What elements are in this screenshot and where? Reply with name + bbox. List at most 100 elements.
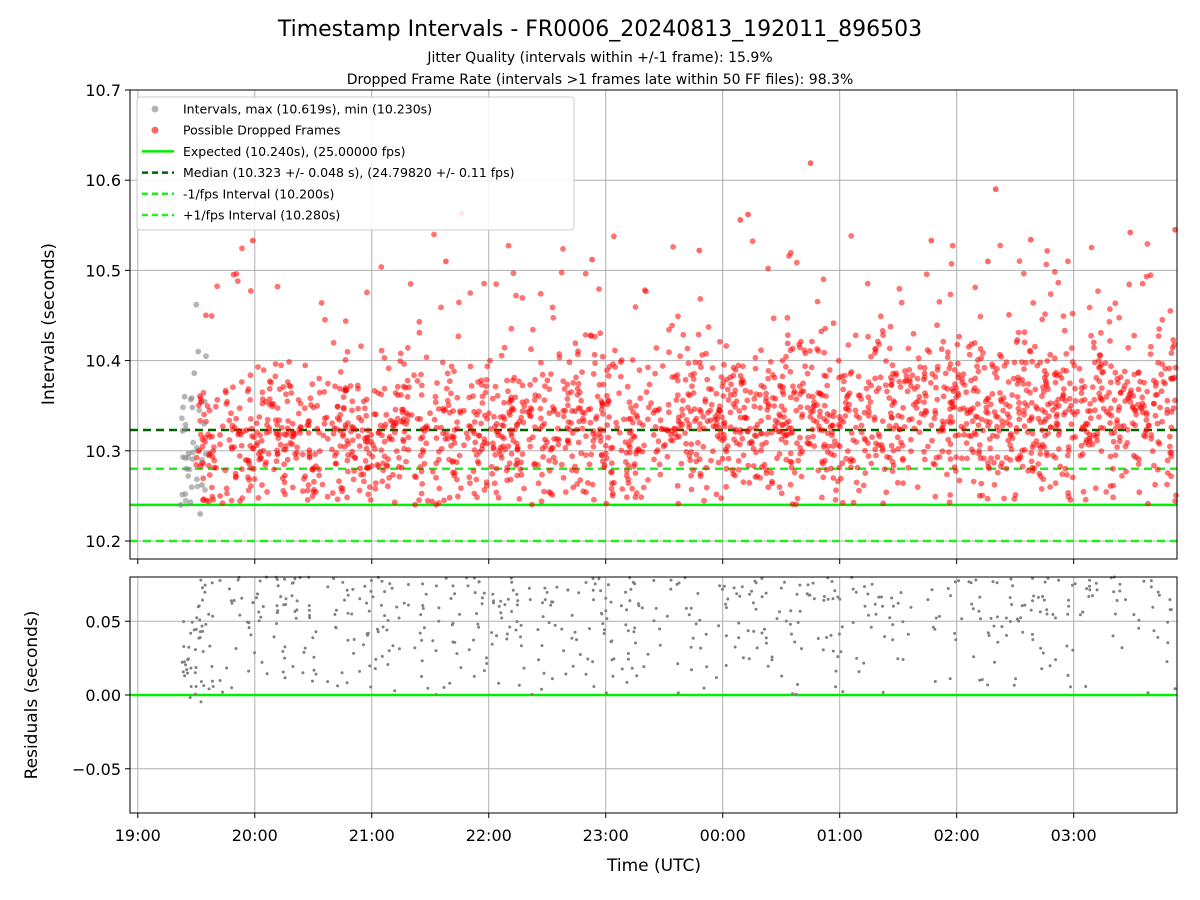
dropped-frame-point [440,430,446,437]
dropped-frame-point [1142,428,1149,435]
dropped-frame-point [749,440,755,447]
dropped-frame-point [245,487,252,494]
dropped-frame-point [659,363,666,369]
dropped-frame-point [898,414,905,420]
residual-point [312,668,316,672]
dropped-frame-point [858,429,865,436]
dropped-frame-point [1106,318,1113,325]
dropped-frame-point [609,480,615,487]
residual-point [1091,594,1094,598]
residual-point [822,598,826,602]
dropped-frame-point [608,485,615,492]
dropped-frame-point [381,355,388,361]
dropped-frame-point [470,468,477,475]
residual-point [789,609,793,613]
residual-point [395,605,399,609]
dropped-frame-point [487,357,493,364]
dropped-frame-point [349,448,356,455]
dropped-frame-point [894,479,901,486]
dropped-frame-point [599,353,606,360]
dropped-frame-point [626,399,633,406]
chart-subtitle-jitter: Jitter Quality (intervals within +/-1 fr… [426,50,772,66]
dropped-frame-point [299,451,306,458]
residual-point [896,657,900,661]
dropped-frame-point [334,496,341,503]
dropped-frame-point [230,271,237,278]
residual-point [633,626,637,630]
dropped-frame-point [821,416,827,422]
dropped-frame-point [283,391,289,398]
dropped-frame-point [925,443,931,450]
dropped-frame-point [864,280,871,287]
dropped-frame-point [690,390,697,396]
residual-point [883,635,887,639]
dropped-frame-point [881,466,888,473]
dropped-frame-point [1054,421,1061,428]
residual-point [345,588,349,592]
residual-point [570,613,574,617]
residual-point [560,627,564,631]
dropped-frame-point [1029,430,1036,437]
dropped-frame-point [646,381,653,388]
dropped-frame-point [708,401,715,408]
dropped-frame-point [1068,345,1075,351]
dropped-frame-point [448,390,454,397]
dropped-frame-point [793,407,800,414]
dropped-frame-point [764,407,771,413]
residual-point [676,691,680,695]
dropped-frame-point [899,442,906,449]
dropped-frame-point [260,367,267,373]
dropped-frame-point [865,394,872,401]
dropped-frame-point [1072,434,1079,440]
residual-point [754,607,758,611]
dropped-frame-point [800,388,807,395]
dropped-frame-point [679,421,686,428]
dropped-frame-point [589,481,596,488]
residual-point [870,582,874,586]
dropped-frame-point [1121,368,1128,375]
residual-point [227,587,231,591]
dropped-frame-point [582,452,589,458]
residual-point [189,631,193,635]
residuals-x-ticks: 19:00 20:00 21:00 22:00 23:00 00:00 01:00 02:00… [115,813,1097,845]
residual-point [807,593,811,597]
dropped-frame-point [972,284,979,291]
dropped-frame-point [608,469,614,476]
dropped-frame-point [650,410,657,416]
dropped-frame-point [340,394,347,400]
dropped-frame-point [699,352,705,358]
residual-point [421,606,425,610]
residual-point [1132,613,1136,617]
dropped-frame-point [963,389,970,396]
dropped-frame-point [984,495,991,502]
dropped-frame-point [539,371,546,378]
dropped-frame-point [281,461,287,468]
dropped-frame-point [698,364,704,371]
residual-point [455,652,459,656]
residual-point [247,626,251,630]
dropped-frame-point [1083,439,1089,446]
residual-point [234,647,238,650]
residual-point [1021,630,1025,634]
dropped-frame-point [223,389,229,396]
residual-point [1010,603,1014,606]
residual-point [1156,590,1160,594]
residual-point [570,636,574,640]
dropped-frame-point [911,425,918,432]
residual-point [490,642,494,646]
residual-point [185,668,189,672]
dropped-frame-point [493,281,500,287]
residual-point [505,637,509,641]
residual-point [601,622,605,626]
dropped-frame-point [349,437,356,444]
dropped-frame-point [371,411,378,418]
dropped-frame-point [788,425,794,432]
residual-point [724,664,728,667]
dropped-frame-point [628,428,634,434]
dropped-frame-point [797,404,804,410]
dropped-frame-point [1112,369,1119,376]
residual-point [1165,660,1169,664]
dropped-frame-point [573,374,579,381]
dropped-frame-point [537,405,544,412]
residual-point [260,660,264,664]
